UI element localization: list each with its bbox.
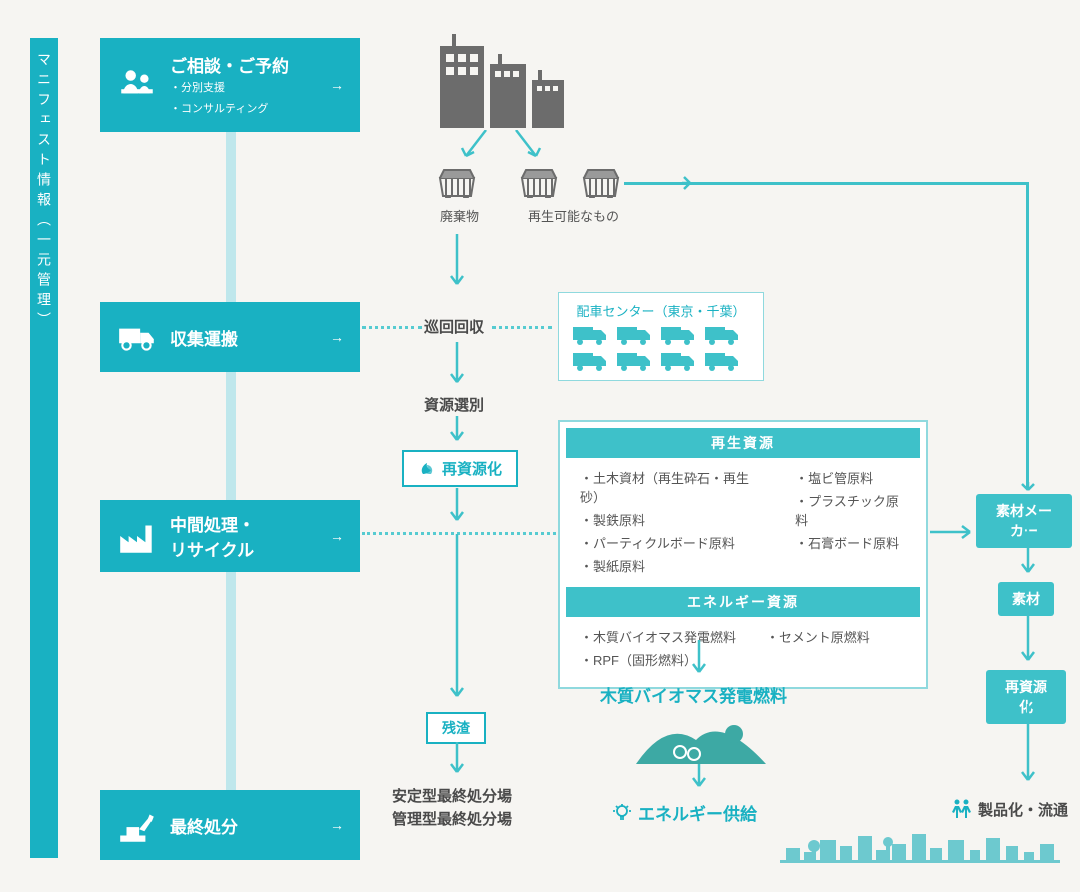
step-disposal-title: 最終処分 <box>170 813 238 838</box>
residue-label: 残渣 <box>442 718 470 738</box>
arrow-biomass-down <box>690 640 708 680</box>
resource-col2: ・塩ビ管原料 ・プラスチック原料 ・石膏ボード原料 <box>795 468 906 579</box>
product-flow: 製品化・流通 <box>950 798 1068 820</box>
step-consult-button[interactable]: ご相談・ご予約 ・分別支援 ・コンサルティング → <box>100 38 360 132</box>
arrow-supply-down <box>690 764 708 794</box>
arrow-residue-down <box>448 534 466 704</box>
bulb-icon <box>612 803 632 823</box>
arrow-sorting-down <box>448 342 466 390</box>
truck-grid <box>571 324 751 372</box>
resource-head2: エネルギー資源 <box>566 587 920 617</box>
step-consult-sub1: ・分別支援 <box>170 80 289 98</box>
resource-col4: ・セメント原燃料 <box>766 627 870 673</box>
waste-bins <box>436 164 478 198</box>
cityscape-icon <box>780 826 1060 874</box>
disposal-text: 安定型最終処分場 管理型最終処分場 <box>392 786 512 831</box>
arrow-recycle-product <box>1019 704 1037 788</box>
arrow-final-down <box>448 742 466 780</box>
resource-panel: 再生資源 ・土木資材（再生砕石・再生砂） ・製鉄原料 ・パーティクルボード原料 … <box>558 420 928 689</box>
arrow-material-recycle <box>1019 616 1037 668</box>
residue-box: 残渣 <box>426 712 486 744</box>
arrow-waste-down <box>448 234 466 294</box>
resource-head1: 再生資源 <box>566 428 920 458</box>
arrow-icon: → <box>330 817 344 833</box>
arrow-maker-material <box>1019 528 1037 580</box>
sorting-label: 資源選別 <box>424 394 484 415</box>
buildings-icon <box>438 34 568 135</box>
step-disposal-button[interactable]: 最終処分 → <box>100 790 360 860</box>
step-consult-title: ご相談・ご予約 <box>170 52 289 77</box>
hill-icon <box>636 710 766 769</box>
arrow-recycle-down <box>448 416 466 448</box>
leaf-icon <box>418 460 436 478</box>
recyclable-bins <box>518 164 622 198</box>
waste-label: 廃棄物 <box>440 206 479 225</box>
dispatch-center-box: 配車センター（東京・千葉） <box>558 292 764 381</box>
manifest-vertical-bar: マニフェスト情報（一元管理） <box>30 38 58 858</box>
arrow-icon: → <box>330 329 344 345</box>
manifest-label: マニフェスト情報（一元管理） <box>34 52 54 332</box>
biomass-title: 木質バイオマス発電燃料 <box>600 682 787 707</box>
recycling-label: 再資源化 <box>442 458 502 479</box>
step-consult-sub2: ・コンサルティング <box>170 101 289 119</box>
arrow-mid-down <box>448 488 466 528</box>
recyclable-down-line <box>1026 182 1029 488</box>
arrow-icon: → <box>330 528 344 544</box>
truck-icon <box>116 316 158 358</box>
dotted-to-collection <box>362 326 422 329</box>
product-label: 製品化・流通 <box>978 799 1068 820</box>
step-collect-button[interactable]: 収集運搬 → <box>100 302 360 372</box>
step-process-button[interactable]: 中間処理・ リサイクル → <box>100 500 360 572</box>
step-collect-title: 収集運搬 <box>170 325 238 350</box>
arrow-right-marker <box>682 176 696 190</box>
energy-supply: エネルギー供給 <box>612 800 757 825</box>
resource-col1: ・土木資材（再生砕石・再生砂） ・製鉄原料 ・パーティクルボード原料 ・製紙原料 <box>580 468 765 579</box>
material-tag: 素材 <box>998 582 1054 616</box>
resource-col3: ・木質バイオマス発電燃料 ・RPF（固形燃料） <box>580 627 736 673</box>
step-connector-line <box>226 110 236 830</box>
collection-label: 巡回回収 <box>424 316 484 337</box>
excavator-icon <box>116 804 158 846</box>
consult-icon <box>116 64 158 106</box>
people-icon <box>950 798 972 820</box>
building-split-arrows <box>456 130 566 162</box>
dispatch-title: 配車センター（東京・千葉） <box>571 301 751 320</box>
arrow-to-maker <box>930 525 978 539</box>
recycling-box: 再資源化 <box>402 450 518 487</box>
step-process-title: 中間処理・ リサイクル <box>170 511 255 561</box>
factory-icon <box>116 515 158 557</box>
dotted-to-dispatch <box>492 326 552 329</box>
supply-label: エネルギー供給 <box>638 800 757 825</box>
recyclable-label: 再生可能なもの <box>528 206 619 225</box>
arrow-icon: → <box>330 77 344 93</box>
